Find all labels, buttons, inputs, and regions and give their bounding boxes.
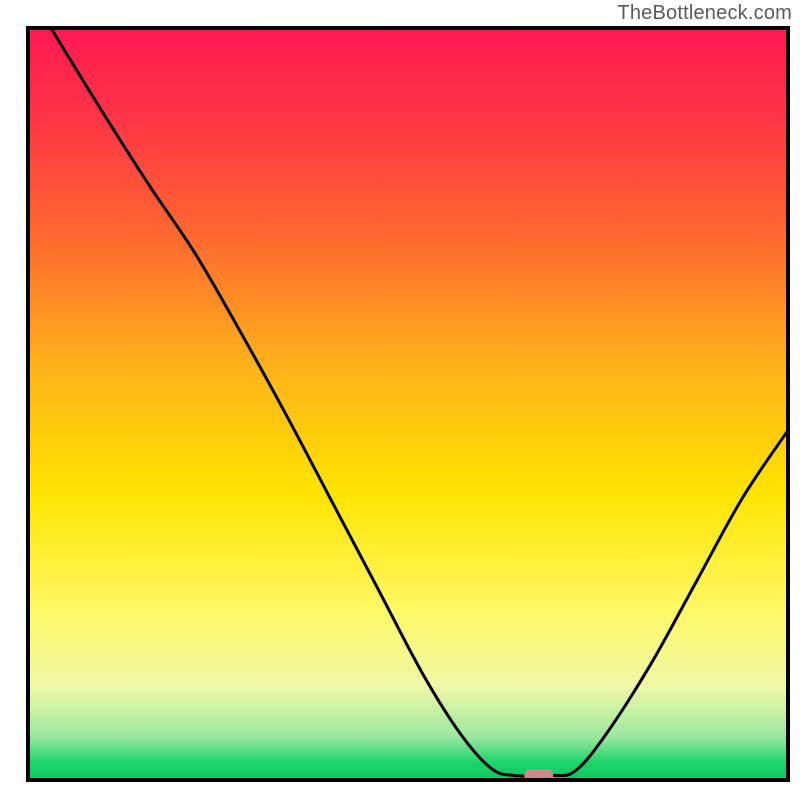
- chart-canvas: [0, 0, 800, 800]
- gradient-background: [30, 30, 786, 778]
- bottleneck-chart: TheBottleneck.com: [0, 0, 800, 800]
- watermark-text: TheBottleneck.com: [617, 2, 792, 25]
